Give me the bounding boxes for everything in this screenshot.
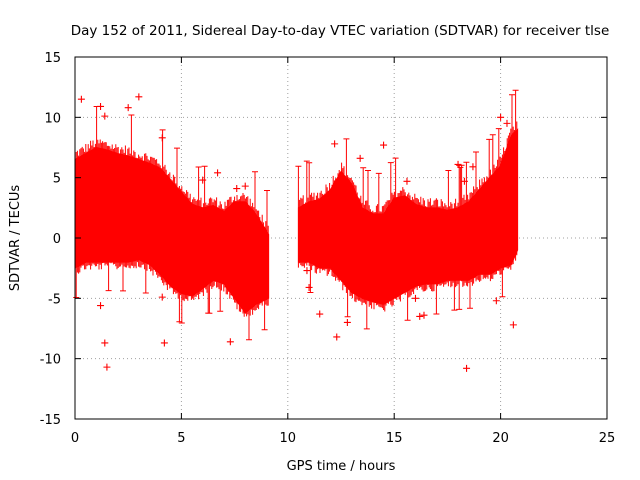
outlier-point-21 — [343, 318, 351, 326]
data-segment-1 — [73, 106, 270, 341]
outlier-point-1 — [97, 102, 105, 110]
y-tick-label: 0 — [53, 232, 61, 247]
outlier-point-31 — [469, 163, 477, 171]
outlier-point-12 — [199, 176, 207, 184]
outlier-point-17 — [305, 283, 313, 291]
outlier-point-20 — [333, 333, 341, 341]
outlier-point-29 — [460, 177, 468, 185]
outlier-point-13 — [226, 338, 234, 346]
outlier-point-19 — [331, 140, 339, 148]
outlier-point-7 — [135, 93, 143, 101]
x-axis-label: GPS time / hours — [287, 459, 396, 474]
x-tick-label: 5 — [177, 431, 185, 446]
chart-title: Day 152 of 2011, Sidereal Day-to-day VTE… — [71, 23, 610, 39]
outlier-point-6 — [124, 104, 132, 112]
outlier-point-25 — [411, 294, 419, 302]
y-tick-label: 5 — [53, 172, 61, 187]
x-tick-label: 10 — [280, 431, 297, 446]
outlier-point-14 — [233, 185, 241, 193]
x-tick-label: 0 — [71, 431, 79, 446]
outlier-point-2 — [101, 112, 109, 120]
y-tick-label: -5 — [48, 292, 61, 307]
outlier-point-26 — [416, 312, 424, 320]
x-tick-label: 15 — [386, 431, 403, 446]
outlier-point-32 — [492, 297, 500, 305]
data-spikes — [295, 89, 519, 330]
outlier-point-22 — [356, 154, 364, 162]
outlier-point-23 — [380, 141, 388, 149]
outlier-point-5 — [103, 363, 111, 371]
outlier-point-30 — [463, 364, 471, 372]
data-segment-2 — [295, 89, 519, 330]
axis-ticks: 0 5 10 15 20 25 -15 -10 -5 0 5 10 15 — [40, 51, 616, 446]
outlier-point-33 — [497, 113, 505, 121]
x-tick-label: 25 — [599, 431, 616, 446]
outlier-point-11 — [214, 169, 222, 177]
outlier-point-10 — [160, 339, 168, 347]
outlier-point-16 — [303, 267, 311, 275]
outlier-point-35 — [509, 321, 517, 329]
y-axis-label: SDTVAR / TECUs — [8, 185, 23, 292]
outlier-point-27 — [420, 311, 428, 319]
outlier-point-0 — [77, 95, 85, 103]
outlier-point-18 — [316, 310, 324, 318]
outlier-point-8 — [158, 134, 166, 142]
y-tick-label: -10 — [40, 353, 61, 368]
y-tick-label: -15 — [40, 413, 61, 428]
outlier-point-9 — [158, 293, 166, 301]
outlier-markers — [77, 93, 517, 372]
outlier-point-4 — [101, 339, 109, 347]
outlier-point-3 — [97, 302, 105, 310]
data-series — [73, 89, 519, 372]
outlier-point-34 — [503, 119, 511, 127]
outlier-point-24 — [403, 177, 411, 185]
outlier-point-28 — [454, 160, 462, 168]
y-tick-label: 10 — [44, 111, 61, 126]
x-tick-label: 20 — [492, 431, 509, 446]
outlier-point-15 — [241, 182, 249, 190]
y-tick-label: 15 — [44, 51, 61, 66]
